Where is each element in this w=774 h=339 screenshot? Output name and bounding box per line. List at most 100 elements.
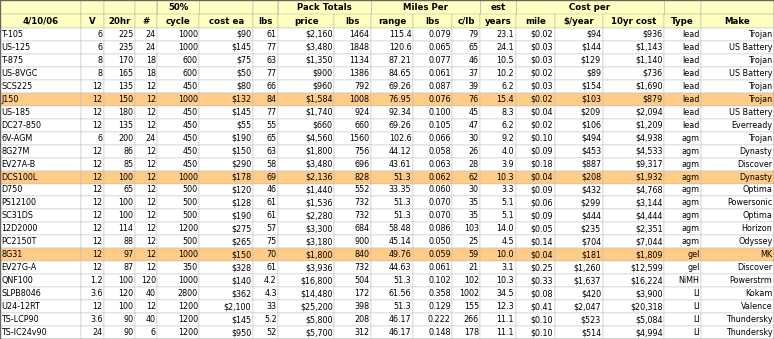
Bar (515, 210, 555, 222)
Bar (515, 313, 555, 326)
Text: 170: 170 (118, 56, 133, 65)
Text: 21: 21 (469, 263, 479, 272)
Bar (701, 93, 774, 106)
Text: 12: 12 (146, 302, 156, 311)
Bar (253, 106, 278, 119)
Text: 65: 65 (123, 185, 133, 195)
Bar (555, 14, 603, 28)
Text: $1,800: $1,800 (306, 250, 333, 259)
Text: $328: $328 (231, 263, 252, 272)
Bar (200, 14, 253, 28)
Bar (135, 274, 157, 287)
Text: $1,584: $1,584 (305, 95, 333, 104)
Bar (253, 14, 278, 28)
Text: $4,560: $4,560 (305, 134, 333, 143)
Bar (515, 248, 555, 261)
Text: 103: 103 (464, 224, 479, 233)
Bar (555, 248, 603, 261)
Bar (278, 287, 334, 300)
Bar (481, 145, 515, 158)
Bar (104, 28, 135, 41)
Bar (555, 119, 603, 132)
Text: $514: $514 (581, 328, 601, 337)
Text: 5.1: 5.1 (502, 212, 514, 220)
Bar (371, 14, 413, 28)
Bar (334, 210, 371, 222)
Text: $0.04: $0.04 (531, 173, 553, 181)
Bar (664, 248, 701, 261)
Bar (334, 197, 371, 210)
Text: $275: $275 (231, 224, 252, 233)
Text: 266: 266 (464, 315, 479, 324)
Text: D750: D750 (2, 185, 23, 195)
Text: 756: 756 (354, 146, 369, 156)
Bar (135, 222, 157, 235)
Bar (371, 106, 413, 119)
Bar (481, 222, 515, 235)
Text: lbs: lbs (345, 17, 360, 25)
Bar (81, 54, 104, 67)
Bar (481, 287, 515, 300)
Bar (371, 300, 413, 313)
Bar (200, 132, 253, 145)
Bar (664, 171, 701, 183)
Bar (81, 28, 104, 41)
Bar (334, 326, 371, 339)
Text: $0.02: $0.02 (531, 30, 553, 39)
Bar (278, 158, 334, 171)
Text: 1386: 1386 (349, 69, 369, 78)
Bar (664, 14, 701, 28)
Text: lead: lead (682, 95, 700, 104)
Text: 200: 200 (118, 134, 133, 143)
Bar (334, 274, 371, 287)
Bar (603, 67, 664, 80)
Bar (0, 235, 81, 248)
Text: Everready: Everready (731, 121, 772, 130)
Text: 66: 66 (266, 82, 276, 91)
Bar (555, 171, 603, 183)
Text: 12: 12 (146, 173, 156, 181)
Bar (664, 41, 701, 54)
Bar (253, 183, 278, 197)
Text: 1848: 1848 (349, 43, 369, 52)
Bar (452, 0, 481, 14)
Bar (515, 171, 555, 183)
Bar (413, 261, 452, 274)
Text: 12: 12 (146, 82, 156, 91)
Bar (664, 326, 701, 339)
Text: Make: Make (724, 17, 750, 25)
Bar (664, 145, 701, 158)
Bar (0, 158, 81, 171)
Text: $90: $90 (236, 30, 252, 39)
Bar (371, 274, 413, 287)
Bar (413, 171, 452, 183)
Text: 1000: 1000 (178, 250, 198, 259)
Bar (81, 197, 104, 210)
Text: 11.1: 11.1 (497, 315, 514, 324)
Bar (515, 326, 555, 339)
Text: 44.63: 44.63 (389, 263, 412, 272)
Bar (253, 158, 278, 171)
Text: 100: 100 (118, 198, 133, 207)
Bar (334, 222, 371, 235)
Text: $209: $209 (580, 108, 601, 117)
Text: 14.0: 14.0 (497, 224, 514, 233)
Text: Cost per: Cost per (570, 2, 611, 12)
Text: $181: $181 (581, 250, 601, 259)
Text: cycle: cycle (166, 17, 190, 25)
Text: 61: 61 (266, 212, 276, 220)
Text: $2,094: $2,094 (635, 108, 663, 117)
Text: 135: 135 (118, 82, 133, 91)
Text: $50: $50 (236, 69, 252, 78)
Bar (701, 41, 774, 54)
Bar (135, 14, 157, 28)
Bar (0, 132, 81, 145)
Bar (603, 171, 664, 183)
Bar (371, 235, 413, 248)
Text: 12: 12 (92, 198, 102, 207)
Text: 0.063: 0.063 (428, 160, 450, 168)
Text: $5,700: $5,700 (305, 328, 333, 337)
Text: 6: 6 (98, 30, 102, 39)
Bar (135, 132, 157, 145)
Text: 6V-AGM: 6V-AGM (2, 134, 33, 143)
